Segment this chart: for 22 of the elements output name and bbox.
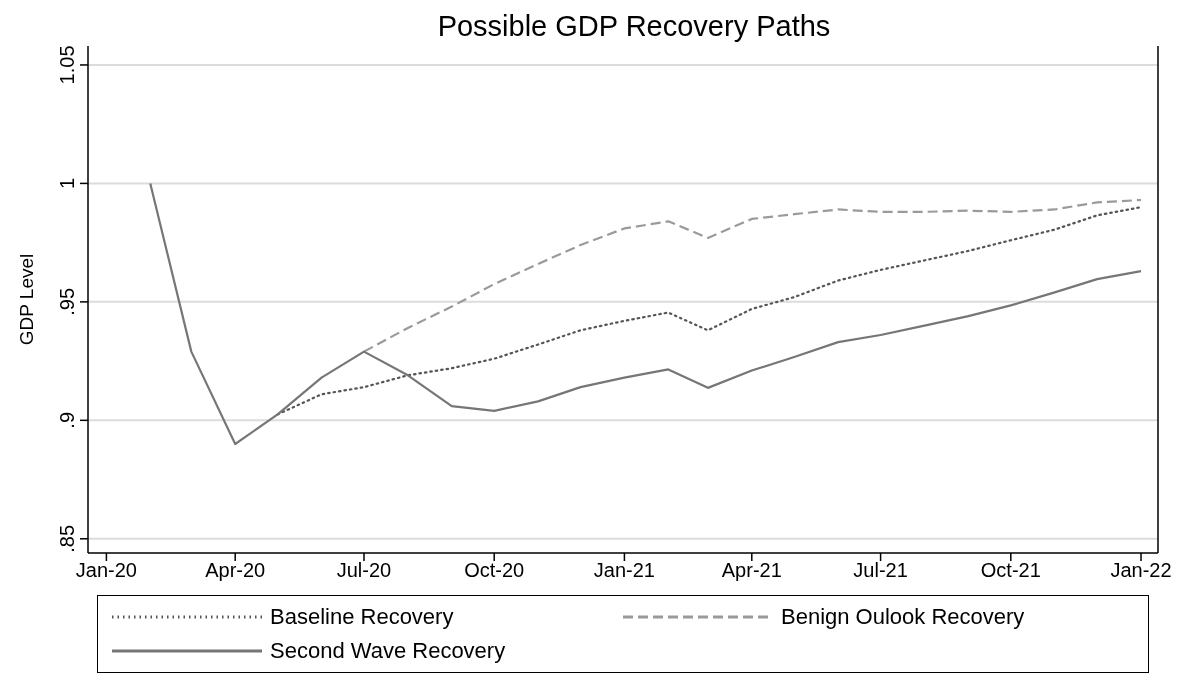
line-series <box>149 182 1143 446</box>
y-tick-label: .85 <box>56 524 78 553</box>
y-tick-label: .9 <box>56 411 78 429</box>
legend-label: Baseline Recovery <box>270 604 454 630</box>
legend-label: Second Wave Recovery <box>270 638 506 664</box>
x-tick-label: Jan-20 <box>75 559 137 582</box>
legend-label: Benign Oulook Recovery <box>781 604 1025 630</box>
y-tick-label: 1.05 <box>56 45 78 85</box>
x-tick-label: Jul-21 <box>853 559 908 582</box>
x-tick-label: Jul-20 <box>336 559 392 582</box>
x-tick-label: Apr-21 <box>721 559 782 582</box>
x-tick-label: Apr-20 <box>205 559 266 582</box>
x-tick-label: Oct-21 <box>980 559 1041 582</box>
y-tick-label: 1 <box>56 177 78 189</box>
x-tick-label: Jan-21 <box>593 559 655 582</box>
line-series <box>276 206 1143 416</box>
y-axis-title: GDP Level <box>15 253 37 346</box>
x-tick-label: Oct-20 <box>464 559 525 582</box>
chart-title: Possible GDP Recovery Paths <box>436 9 832 44</box>
line-series <box>362 198 1143 353</box>
y-tick-label: .95 <box>56 287 78 316</box>
x-tick-label: Jan-22 <box>1110 559 1172 582</box>
